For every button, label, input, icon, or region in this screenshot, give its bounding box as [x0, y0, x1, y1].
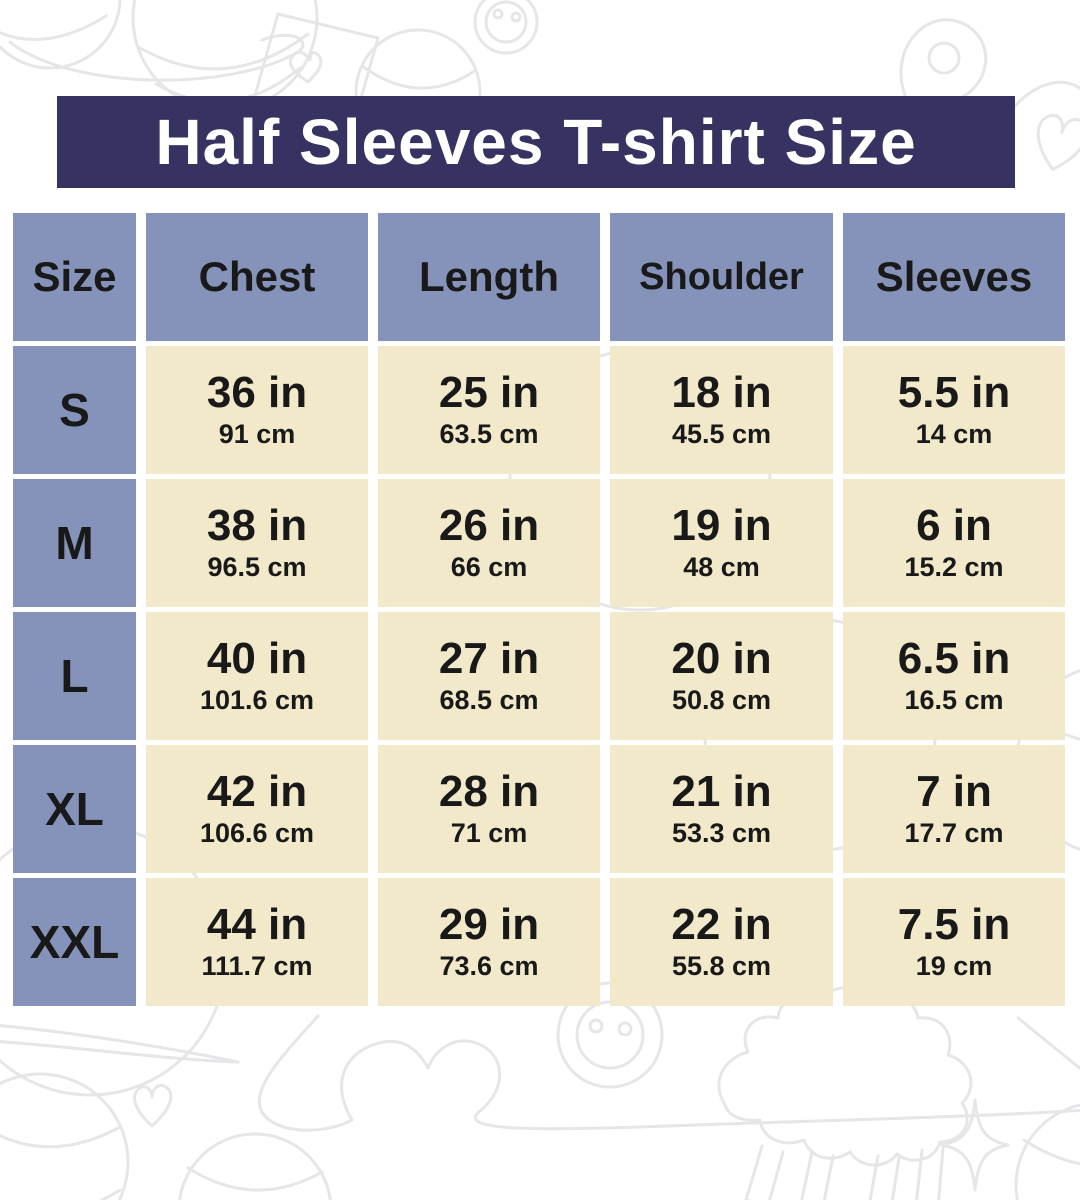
cm-value: 91 cm: [218, 419, 296, 450]
cm-value: 17.7 cm: [904, 818, 1004, 849]
inches-value: 7 in: [916, 766, 992, 816]
inches-value: 5.5 in: [897, 367, 1011, 417]
cell-m-shoulder: 19 in 48 cm: [610, 479, 833, 607]
row-label-l: L: [13, 612, 136, 740]
cm-value: 101.6 cm: [199, 685, 315, 716]
inches-value: 6.5 in: [897, 633, 1011, 683]
row-label-xxl: XXL: [13, 878, 136, 1006]
cm-value: 66 cm: [450, 552, 528, 583]
cell-m-chest: 38 in 96.5 cm: [146, 479, 368, 607]
inches-value: 22 in: [671, 899, 772, 949]
column-header-length: Length: [378, 213, 600, 341]
cm-value: 106.6 cm: [199, 818, 315, 849]
cell-xxl-shoulder: 22 in 55.8 cm: [610, 878, 833, 1006]
inches-value: 28 in: [438, 766, 540, 816]
inches-value: 42 in: [206, 766, 308, 816]
cm-value: 111.7 cm: [201, 951, 313, 982]
column-header-sleeves: Sleeves: [843, 213, 1065, 341]
inches-value: 25 in: [438, 367, 540, 417]
cm-value: 96.5 cm: [207, 552, 307, 583]
inches-value: 19 in: [671, 500, 772, 550]
cell-xxl-sleeves: 7.5 in 19 cm: [843, 878, 1065, 1006]
cm-value: 15.2 cm: [904, 552, 1004, 583]
cell-xl-shoulder: 21 in 53.3 cm: [610, 745, 833, 873]
cm-value: 14 cm: [915, 419, 993, 450]
cell-xl-length: 28 in 71 cm: [378, 745, 600, 873]
cm-value: 68.5 cm: [439, 685, 539, 716]
cell-l-sleeves: 6.5 in 16.5 cm: [843, 612, 1065, 740]
cell-s-shoulder: 18 in 45.5 cm: [610, 346, 833, 474]
inches-value: 44 in: [206, 899, 308, 949]
cm-value: 50.8 cm: [671, 685, 772, 716]
inches-value: 29 in: [438, 899, 540, 949]
cell-l-length: 27 in 68.5 cm: [378, 612, 600, 740]
page-title: Half Sleeves T-shirt Size: [155, 106, 917, 178]
size-table: Size Chest Length Shoulder Sleeves S 36 …: [13, 213, 1065, 1006]
heart-doodle: [133, 1083, 173, 1128]
button-doodle: [473, 0, 539, 55]
inches-value: 36 in: [206, 367, 308, 417]
sheep-doodle: [717, 986, 973, 1200]
yarn-ball-doodle: [1014, 1016, 1080, 1200]
thread-heart-doodle: [257, 1014, 1080, 1132]
column-header-shoulder: Shoulder: [610, 213, 833, 341]
inches-value: 27 in: [438, 633, 540, 683]
cm-value: 16.5 cm: [904, 685, 1004, 716]
inches-value: 21 in: [671, 766, 772, 816]
sparkle-doodle: [940, 1098, 1010, 1192]
inches-value: 18 in: [671, 367, 772, 417]
cm-value: 73.6 cm: [439, 951, 539, 982]
inches-value: 38 in: [206, 500, 308, 550]
inches-value: 6 in: [916, 500, 992, 550]
cell-m-sleeves: 6 in 15.2 cm: [843, 479, 1065, 607]
column-header-size: Size: [13, 213, 136, 341]
title-banner: Half Sleeves T-shirt Size: [57, 96, 1015, 188]
cm-value: 45.5 cm: [671, 419, 772, 450]
yarn-ball-doodle: [0, 1072, 130, 1200]
row-label-s: S: [13, 346, 136, 474]
cm-value: 71 cm: [450, 818, 528, 849]
cell-xxl-length: 29 in 73.6 cm: [378, 878, 600, 1006]
cell-l-shoulder: 20 in 50.8 cm: [610, 612, 833, 740]
cm-value: 63.5 cm: [439, 419, 539, 450]
cell-xxl-chest: 44 in 111.7 cm: [146, 878, 368, 1006]
cm-value: 19 cm: [915, 951, 993, 982]
row-label-m: M: [13, 479, 136, 607]
cell-xl-sleeves: 7 in 17.7 cm: [843, 745, 1065, 873]
yarn-ball-doodle: [178, 1132, 332, 1200]
cell-s-length: 25 in 63.5 cm: [378, 346, 600, 474]
cell-xl-chest: 42 in 106.6 cm: [146, 745, 368, 873]
column-header-chest: Chest: [146, 213, 368, 341]
cm-value: 53.3 cm: [671, 818, 772, 849]
cm-value: 55.8 cm: [671, 951, 772, 982]
safety-pin-doodle: [899, 18, 988, 138]
inches-value: 20 in: [671, 633, 772, 683]
cell-m-length: 26 in 66 cm: [378, 479, 600, 607]
inches-value: 26 in: [438, 500, 540, 550]
inches-value: 7.5 in: [897, 899, 1011, 949]
inches-value: 40 in: [206, 633, 308, 683]
heart-doodle: [1036, 113, 1080, 171]
cm-value: 48 cm: [683, 552, 760, 583]
cell-s-sleeves: 5.5 in 14 cm: [843, 346, 1065, 474]
cell-s-chest: 36 in 91 cm: [146, 346, 368, 474]
yarn-ball-doodle: [0, 0, 305, 82]
row-label-xl: XL: [13, 745, 136, 873]
cell-l-chest: 40 in 101.6 cm: [146, 612, 368, 740]
needle-doodle: [0, 1024, 240, 1064]
